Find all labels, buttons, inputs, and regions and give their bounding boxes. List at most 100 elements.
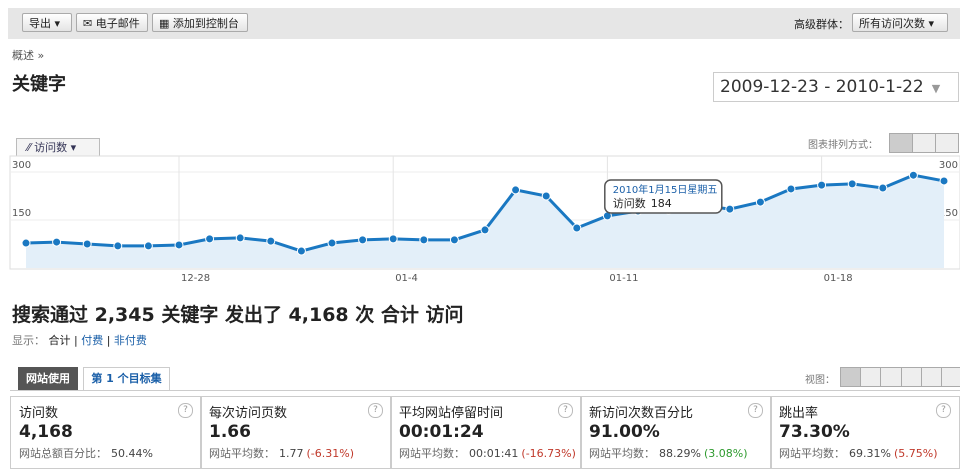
help-icon: ? [936,403,951,418]
dashboard-text: 添加到控制台 [172,17,239,30]
metric-sub: 网站总额百分比： 50.44% [19,445,193,461]
point [511,185,521,195]
point [113,241,123,251]
chart-arrange-label: 图表排列方式： [808,140,878,151]
point [327,238,337,248]
export-button[interactable]: 导出 ▾ [22,13,72,32]
point [358,235,368,245]
chart-arrange-icons[interactable] [889,133,959,153]
help-icon: ? [178,403,193,418]
point [786,184,796,194]
headline: 搜索通过 2,345 关键字 发出了 4,168 次 合计 访问 [12,304,464,326]
metric-sub-label: 网站平均数： [209,447,275,460]
metric-sub: 网站平均数： 00:01:41 (-16.73%) [399,445,576,461]
metric-sub-label: 网站平均数： [399,447,465,460]
segment-label: 高级群体： [794,18,849,31]
export-text: 导出 [29,17,51,30]
metric-value: 73.30% [779,422,850,442]
tab-active[interactable]: 网站使用 [18,367,78,390]
point [82,239,92,249]
tab[interactable]: 第 1 个目标集 [83,367,170,390]
tooltip-number: 184 [651,197,672,210]
metric-label: 跳出率 [779,406,819,421]
display-option[interactable]: 合计 [48,334,71,347]
date-range[interactable]: 2009-12-23 - 2010-1-22 ▼ [713,72,959,102]
y-tick-label: 150 [939,208,958,219]
point [143,241,153,251]
metric-sub-value: 00:01:41 [469,447,519,460]
point [388,234,398,244]
x-tick-label: 01-18 [824,273,853,284]
point [235,233,245,243]
point [725,204,735,214]
metric-label: 每次访问页数 [209,406,288,421]
area [26,175,944,268]
point [52,237,62,247]
point [174,240,184,250]
y-tick-label: 300 [12,160,31,171]
metric-label: 新访问次数百分比 [589,406,694,421]
x-tick-label: 01-4 [395,273,418,284]
point [419,235,429,245]
display-label: 显示： [12,334,45,347]
metric-tab-text: 访问数 [34,141,68,154]
metric-sub-label: 网站总额百分比： [19,447,107,460]
chart: 150 150 300 300 12-28 01-4 01-11 01-18 2010年1月15… [9,155,960,284]
point [878,183,888,193]
metric-sub: 网站平均数： 69.31% (5.75%) [779,445,951,461]
point [449,235,459,245]
point [847,179,857,189]
metric-sub-value: 50.44% [111,447,153,460]
view-icons[interactable] [840,367,960,387]
dashboard-button[interactable]: ▦ 添加到控制台 [152,13,248,32]
point [541,191,551,201]
metric-sub-value: 69.31% [849,447,891,460]
y-tick-label: 150 [12,208,31,219]
metric-label: 访问数 [19,406,59,421]
display-options: 显示： 合计 | 付费 | 非付费 [12,334,147,347]
metric-change: (5.75%) [893,447,938,460]
view-label: 视图： [805,375,835,386]
point [21,238,31,248]
tooltip-date: 2010年1月15日星期五 [613,183,718,196]
help-icon: ? [368,403,383,418]
tooltip [604,179,723,214]
metric-tab[interactable]: ⁄⁄ 访问数 ▾ [16,138,100,157]
metric-value: 4,168 [19,422,73,442]
help-icon: ? [558,403,573,418]
point [755,197,765,207]
date-range-text: 2009-12-23 - 2010-1-22 [720,77,924,97]
help-icon: ? [748,403,763,418]
breadcrumb[interactable]: 概述 » [12,49,45,62]
y-tick-label: 300 [939,160,958,171]
point [939,176,949,186]
point [480,225,490,235]
metric-label: 平均网站停留时间 [399,406,504,421]
metric-box: ? 跳出率 73.30% 网站平均数： 69.31% (5.75%) [770,396,960,469]
metric-sub-value: 1.77 [279,447,304,460]
display-option[interactable]: 付费 [81,334,104,347]
tooltip-value: 访问数 184 [613,197,672,210]
page-title: 关键字 [12,74,66,95]
metric-box: ? 访问数 4,168 网站总额百分比： 50.44% [10,396,202,469]
metric-change: (-16.73%) [521,447,576,460]
tooltip-series: 访问数 [613,197,646,210]
segment-value: 所有访问次数 [859,17,925,30]
x-tick-label: 01-11 [609,273,638,284]
metric-sub-label: 网站平均数： [779,447,845,460]
metric-sub-label: 网站平均数： [589,447,655,460]
point [296,246,306,256]
point [266,236,276,246]
segment-select[interactable]: 所有访问次数 ▾ [852,13,948,32]
display-option[interactable]: 非付费 [113,334,147,347]
point [908,170,918,180]
metric-sub: 网站平均数： 1.77 (-6.31%) [209,445,383,461]
email-button[interactable]: ✉ 电子邮件 [76,13,148,32]
metric-change: (3.08%) [703,447,748,460]
metric-value: 00:01:24 [399,422,484,442]
metric-box: ? 新访问次数百分比 91.00% 网站平均数： 88.29% (3.08%) [580,396,772,469]
email-text: 电子邮件 [95,17,140,30]
metric-value: 1.66 [209,422,251,442]
metric-value: 91.00% [589,422,660,442]
